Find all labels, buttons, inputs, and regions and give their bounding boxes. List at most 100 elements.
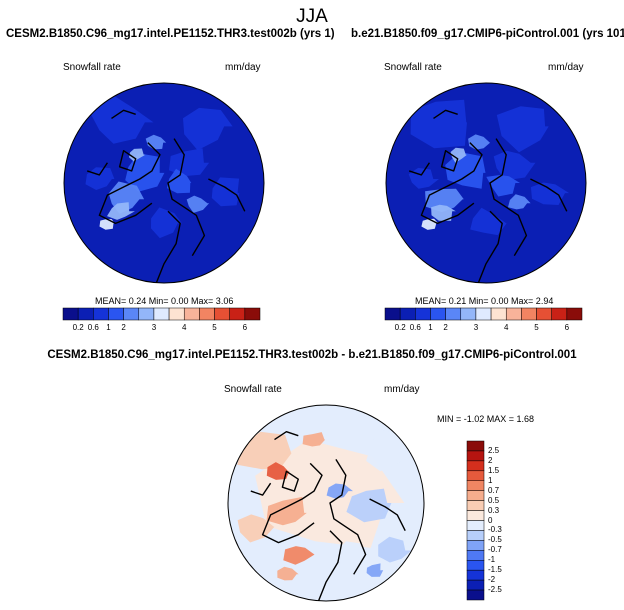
colorbar-difference-tick-label: 0 [488,515,493,525]
colorbar-difference-swatch [466,540,485,551]
colorbar-left-tick-label: 2 [121,323,126,332]
colorbar-difference-tick-label: -0.5 [488,535,502,545]
difference-map-contour-patch [346,488,392,523]
left-map-contour-patch [169,148,210,177]
colorbar-difference-swatch [466,500,485,511]
difference-map-contour-patch [266,462,290,480]
colorbar-left-swatch [244,307,261,321]
colorbar-right-swatch [505,307,522,321]
colorbar-difference-tick-label: -2 [488,575,496,585]
colorbar-left-tick-label: 0.6 [87,323,99,332]
right-map-map-border [385,82,587,284]
colorbar-right-tick-label: 6 [564,323,570,332]
colorbar-difference-swatch [466,520,485,531]
colorbar-right-swatch [566,307,583,321]
units-label-right: mm/day [548,62,584,73]
colorbar-difference-ticks: 2.5 2 1.5 1 0.7 0.5 0.3 0 -0.3 -0.5 -0.7 -1 -1.5 -2 -2… [488,441,518,600]
colorbar-right-tick-label: 3 [473,323,479,332]
right-map-field [386,83,586,283]
panel-title-left: CESM2.B1850.C96_mg17.intel.PE1152.THR3.t… [6,28,335,40]
snowfall-map-left [63,82,265,284]
colorbar-difference-swatch [466,460,485,472]
colorbar-left-swatch [229,307,246,321]
colorbar-right-swatch [490,307,507,321]
colorbar-left [62,307,261,321]
colorbar-right-tick-label: 4 [503,323,509,332]
difference-map-contour-patch [277,566,299,581]
left-map-contour-patch [183,107,233,151]
colorbar-difference-tick-label: -0.7 [488,545,502,555]
colorbar-left-tick-label: 5 [212,323,217,332]
colorbar-right-tick-label: 2 [443,323,448,332]
colorbar-right-tick-label: 0.6 [409,323,421,332]
difference-map-contour-patch [366,563,384,577]
colorbar-difference-tick-label: 0.3 [488,505,500,515]
colorbar-left-swatch [108,307,124,321]
figure-title: JJA [296,6,328,27]
colorbar-right-swatch [475,307,492,321]
difference-map-coastline [274,431,299,441]
right-map-coastline [420,142,483,225]
colorbar-right-tick-label: 1 [428,323,433,332]
difference-map-coastline [369,498,406,532]
colorbar-left-swatch [153,307,170,321]
right-map-contour-patch [530,182,570,205]
right-map-coastline [477,210,503,283]
left-map-coastline [167,138,206,257]
colorbar-right [384,307,583,321]
colorbar-left-swatch [168,307,185,321]
variable-label-left: Snowfall rate [63,62,121,73]
colorbar-difference-tick-label: 0.7 [488,485,500,495]
stats-left: MEAN= 0.24 Min= 0.00 Max= 3.06 [95,296,234,306]
colorbar-right-tick-label: 0.2 [394,323,406,332]
difference-map-coastline [250,482,272,496]
colorbar-left-tick-label: 4 [181,323,187,332]
right-map-coastline [408,162,430,176]
colorbar-difference-swatch [466,490,485,501]
right-map-coastline [530,178,568,212]
variable-label-difference: Snowfall rate [224,384,282,395]
stats-right: MEAN= 0.21 Min= 0.00 Max= 2.94 [415,296,554,306]
difference-map-contour-patch [266,496,307,526]
right-map-contour-patch [493,150,536,181]
colorbar-right-swatch [536,307,552,321]
colorbar-difference-swatch [466,550,485,561]
right-map-contour-patch [431,204,456,221]
colorbar-left-tick-label: 3 [151,323,157,332]
colorbar-difference-swatch [466,480,485,491]
colorbar-right-swatch [551,307,568,321]
colorbar-difference-swatch [466,560,485,571]
panel-title-right: b.e21.B1850.f09_g17.CMIP6-piControl.001 … [351,28,624,40]
colorbar-difference-tick-label: 2 [488,455,493,465]
left-map-coastline [208,178,246,212]
right-map-contour-patch [508,194,531,210]
snowfall-difference-map [227,404,425,602]
left-map-contour-patch [166,168,192,194]
colorbar-right-tick-label: 5 [534,323,539,332]
colorbar-difference-tick-label: -0.3 [488,525,502,535]
colorbar-right-swatch [399,307,416,321]
colorbar-left-swatch [93,307,109,321]
right-map-coastline [433,109,458,119]
variable-label-right: Snowfall rate [384,62,442,73]
colorbar-right-swatch [430,307,446,321]
colorbar-left-swatch [183,307,200,321]
colorbar-difference-tick-label: 2.5 [488,445,500,455]
right-map-coastline [440,150,459,172]
colorbar-difference-swatch [466,510,485,521]
difference-map-coastline [261,462,323,544]
units-label-left: mm/day [225,62,261,73]
colorbar-left-swatch [77,307,94,321]
colorbar-difference-tick-label: -1.5 [488,565,502,575]
snowfall-map-right [385,82,587,284]
colorbar-difference-swatch [466,569,485,581]
left-map-coastline [118,150,137,172]
colorbar-left-swatch [138,307,155,321]
colorbar-right-swatch [460,307,477,321]
difference-map-contour-patch [326,483,353,499]
right-map-coastline [489,138,528,257]
colorbar-right-swatch [384,307,401,321]
left-map-map-border [63,82,265,284]
colorbar-right-swatch [415,307,431,321]
colorbar-difference-swatch [466,579,485,591]
